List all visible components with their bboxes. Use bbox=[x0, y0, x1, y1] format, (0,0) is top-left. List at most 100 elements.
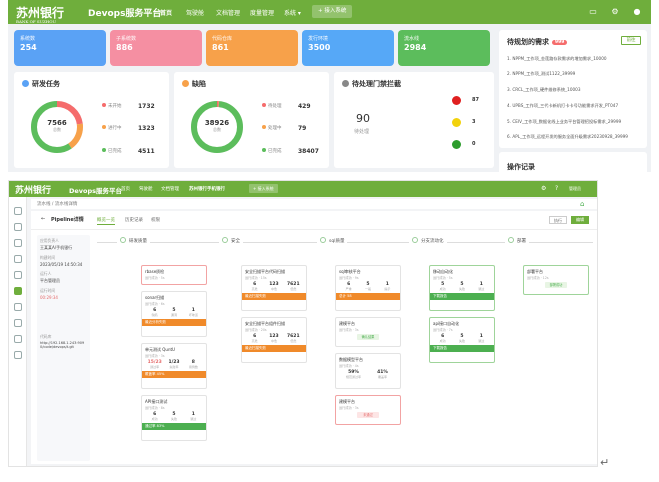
legend-fixed: 已完成 bbox=[262, 148, 282, 154]
stage-sql: sql质量 bbox=[317, 237, 348, 247]
legend-processing: 处理中 bbox=[262, 125, 282, 131]
value-processing: 79 bbox=[298, 125, 307, 132]
requirement-item[interactable]: 4. UPBS_工作项_三代卡新机打卡卡号功能需求开发_PT047 bbox=[507, 103, 619, 108]
requirement-item[interactable]: 5. CEIV_工作项_数据化线上业务平台管理招投标需求_29999 bbox=[507, 119, 622, 124]
nav-cockpit[interactable]: 驾驶舱 bbox=[186, 10, 205, 17]
pipeline-panel: ← Pipeline详情 概览一览 历史记录 权限 执行 编辑 应用负责人 王某… bbox=[31, 211, 597, 464]
requirement-item[interactable]: 2. NPPM_工作项_测试1122_39999 bbox=[507, 71, 576, 76]
yellow-light bbox=[452, 118, 461, 127]
yellow-count: 3 bbox=[472, 119, 476, 125]
sidebar-env-icon[interactable] bbox=[14, 303, 22, 311]
green-light bbox=[452, 140, 461, 149]
back-icon[interactable]: ← bbox=[41, 216, 46, 222]
sidebar-chart-icon[interactable] bbox=[14, 255, 22, 263]
dashboard-screenshot: 苏州银行 BANK OF SUZHOU Devops服务平台 首页 驾驶舱 文档管… bbox=[8, 0, 651, 172]
stage-branch: 分支流动化 bbox=[409, 237, 447, 247]
download-report-link[interactable]: 下载报告 bbox=[430, 345, 494, 352]
info-repo-value[interactable]: http://192.168.1.243:9090/code/devops/t.… bbox=[40, 341, 85, 349]
job-unit-test[interactable]: 单元测试 QuntU 运行成功 · 3s 15/23 1/23 8 通过率 失败率 用例数… bbox=[141, 343, 207, 389]
job-modeling[interactable]: 建模平台 运行成功 · 3s 确认结果 bbox=[335, 317, 401, 347]
info-owner-value: 王某某A/手机银行 bbox=[40, 245, 73, 250]
job-deploy[interactable]: 部署平台 运行成功 · 12s 部署成功 bbox=[523, 265, 589, 295]
run-button[interactable]: 执行 bbox=[549, 216, 567, 224]
sidebar-code-icon[interactable] bbox=[14, 271, 22, 279]
sidebar-pipeline-icon[interactable] bbox=[14, 287, 22, 295]
job-data-model[interactable]: 数据模型平台 运行成功 · 4s 59% 41% 规范通过率 覆盖率 bbox=[335, 353, 401, 389]
settings-icon-2[interactable]: ⚙ bbox=[541, 185, 547, 192]
info-duration-value: 00:29:34 bbox=[40, 295, 58, 300]
job-sec-code-scan[interactable]: 安全扫描平台代码扫描 运行成功 · 15s 6 123 7621 高危 中危 低危 最近扫… bbox=[241, 265, 307, 311]
requirement-item[interactable]: 6. APL_工作项_远程开发的服务全面升级需求20230928_39999 bbox=[507, 134, 628, 139]
requirement-item[interactable]: 3. CRCL_工作项_硬件维修系统_10003 bbox=[507, 87, 581, 92]
help-icon[interactable]: ? bbox=[555, 185, 559, 192]
red-count: 87 bbox=[472, 97, 479, 103]
info-build-time-label: 构建时间 bbox=[40, 255, 56, 260]
nav2-docs[interactable]: 文档管理 bbox=[161, 187, 179, 192]
edit-button[interactable]: 编辑 bbox=[571, 216, 589, 224]
info-runner-label: 运行人 bbox=[40, 271, 52, 276]
requirements-count: 999 bbox=[552, 40, 568, 45]
sidebar-test-icon[interactable] bbox=[14, 319, 22, 327]
tab-permission[interactable]: 权限 bbox=[151, 218, 160, 223]
stage-security: 安全 bbox=[219, 237, 243, 247]
tasks-icon bbox=[22, 80, 29, 87]
donut-seg-fixed bbox=[191, 101, 243, 153]
breadcrumb[interactable]: 流水线 / 流水线详情 bbox=[31, 199, 597, 209]
download-report-link[interactable]: 下载报告 bbox=[430, 293, 494, 300]
job-sec-component-scan[interactable]: 安全扫描平台组件扫描 运行成功 · 20s 6 123 7621 高危 中危 低危 最近扫… bbox=[241, 317, 307, 363]
message-icon[interactable]: ▭ bbox=[589, 7, 597, 16]
stage-deploy: 部署 bbox=[505, 237, 529, 247]
nav-home[interactable]: 首页 bbox=[160, 10, 173, 17]
info-build-time-value: 2023/05/19 14:50:34 bbox=[40, 262, 83, 267]
pipeline-app-title: Devops服务平台 bbox=[69, 187, 123, 195]
nav2-cockpit[interactable]: 驾驶舱 bbox=[139, 187, 153, 192]
stat-pipelines[interactable]: 流水线 2984 bbox=[398, 30, 490, 66]
sidebar-doc-icon[interactable] bbox=[14, 223, 22, 231]
job-modeling-failed[interactable]: 建模平台 运行成功 · 3s 未通过 bbox=[335, 395, 401, 425]
current-user[interactable]: 管理员 bbox=[569, 186, 581, 191]
tab-history[interactable]: 历史记录 bbox=[125, 218, 143, 223]
donut-seg-in-progress bbox=[31, 101, 83, 153]
bank-logo: 苏州银行 BANK OF SUZHOU bbox=[16, 6, 65, 24]
gate-block-card: 待处理门禁拦截 90 待处理 87 3 0 bbox=[334, 72, 494, 168]
defects-donut bbox=[191, 101, 243, 153]
settings-icon[interactable]: ⚙ bbox=[611, 7, 619, 16]
pipeline-screenshot: 苏州银行 Devops服务平台 首页 驾驶舱 文档管理 苏州银行手机银行 + 接… bbox=[8, 180, 598, 467]
red-light bbox=[452, 96, 461, 105]
requirements-go-button[interactable]: 前往 bbox=[621, 36, 641, 45]
tab-overview[interactable]: 概览一览 bbox=[97, 218, 115, 225]
add-system-button[interactable]: + 接入系统 bbox=[312, 5, 353, 18]
add-system-button-2[interactable]: + 接入系统 bbox=[249, 184, 278, 193]
nav2-mobile-bank[interactable]: 苏州银行手机银行 bbox=[189, 187, 225, 192]
stat-subsystems[interactable]: 子系统数 886 bbox=[110, 30, 202, 66]
operation-log-title: 操作记录 bbox=[507, 163, 535, 171]
sidebar-settings-icon[interactable] bbox=[14, 351, 22, 359]
bug-icon bbox=[182, 80, 189, 87]
requirement-item[interactable]: 1. NPPM_工作项_金莲路存款需求的增加需求_10000 bbox=[507, 56, 607, 61]
stage-quality: 研发质量 bbox=[117, 237, 150, 247]
nav-docs[interactable]: 文档管理 bbox=[216, 10, 241, 17]
stat-systems[interactable]: 系统数 254 bbox=[14, 30, 106, 66]
job-rbase[interactable]: rbase质检 运行成功 · 5s bbox=[141, 265, 207, 285]
confirm-result-button[interactable]: 确认结果 bbox=[357, 334, 379, 340]
nav-system[interactable]: 系统 ▾ bbox=[284, 10, 301, 17]
rd-tasks-card: 研发任务 7566 总数 未开始 1732 进行中 1323 已完成 4511 bbox=[14, 72, 169, 168]
pipeline-info: 应用负责人 王某某A/手机银行 构建时间 2023/05/19 14:50:34… bbox=[37, 235, 90, 461]
sidebar-deploy-icon[interactable] bbox=[14, 335, 22, 343]
sidebar-home-icon[interactable] bbox=[14, 207, 22, 215]
home-icon[interactable]: ⌂ bbox=[580, 200, 585, 208]
bank-logo-small: 苏州银行 bbox=[15, 186, 52, 196]
stat-repos[interactable]: 代码仓库 861 bbox=[206, 30, 298, 66]
sidebar-list-icon[interactable] bbox=[14, 239, 22, 247]
operation-log-card: 操作记录 bbox=[499, 152, 647, 172]
user-icon[interactable]: ● bbox=[633, 7, 641, 16]
failed-button[interactable]: 未通过 bbox=[357, 412, 379, 418]
nav2-home[interactable]: 首页 bbox=[121, 187, 130, 192]
nav-metrics[interactable]: 度量管理 bbox=[250, 10, 275, 17]
stat-envs[interactable]: 发行环境 3500 bbox=[302, 30, 394, 66]
